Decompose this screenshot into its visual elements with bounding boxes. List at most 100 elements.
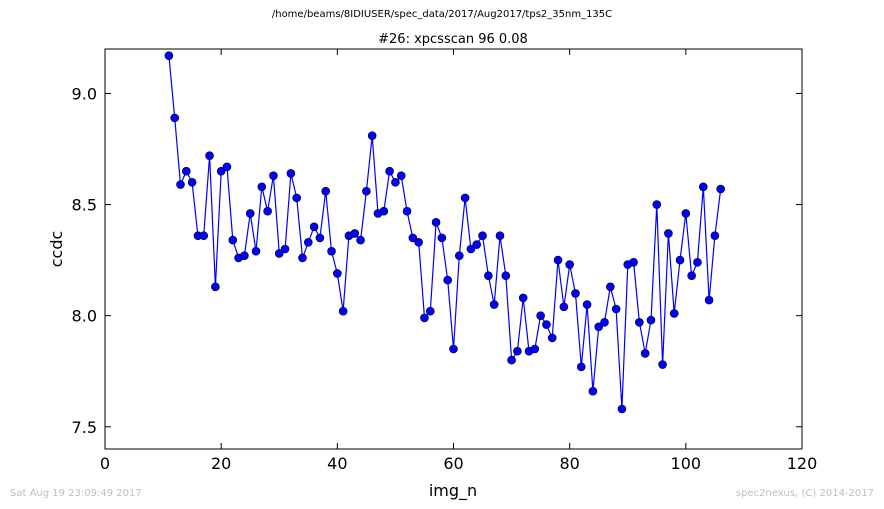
data-point bbox=[211, 282, 220, 292]
data-point bbox=[385, 166, 394, 176]
x-tick-label: 100 bbox=[671, 454, 702, 473]
figure-suptitle: /home/beams/8IDIUSER/spec_data/2017/Aug2… bbox=[271, 9, 613, 20]
data-point bbox=[455, 251, 464, 260]
data-point bbox=[187, 178, 197, 187]
data-point bbox=[425, 306, 435, 316]
data-point bbox=[576, 362, 586, 372]
x-axis-label: img_n bbox=[429, 481, 477, 501]
data-point bbox=[303, 238, 313, 247]
data-point bbox=[170, 113, 179, 123]
series-line bbox=[168, 55, 722, 410]
data-point bbox=[228, 235, 238, 245]
data-point bbox=[553, 255, 563, 265]
data-point bbox=[298, 253, 307, 263]
data-point bbox=[565, 260, 574, 269]
data-point bbox=[675, 255, 685, 265]
data-point bbox=[245, 209, 255, 218]
data-point bbox=[710, 231, 720, 240]
data-point bbox=[396, 171, 406, 180]
data-point bbox=[658, 360, 667, 369]
data-point bbox=[437, 233, 447, 243]
data-series bbox=[164, 51, 725, 414]
data-point bbox=[704, 295, 714, 305]
data-point bbox=[164, 51, 174, 60]
x-tick-label: 60 bbox=[443, 454, 463, 473]
data-point bbox=[507, 355, 516, 365]
footer-credit: spec2nexus, (C) 2014-2017 bbox=[735, 488, 874, 499]
data-point bbox=[367, 131, 377, 140]
data-point bbox=[182, 166, 191, 176]
data-point bbox=[362, 186, 371, 196]
data-point bbox=[420, 313, 429, 323]
data-point bbox=[356, 235, 365, 245]
x-tick-label: 40 bbox=[327, 454, 347, 473]
plot-area-frame bbox=[104, 48, 803, 450]
data-point bbox=[594, 322, 604, 332]
data-point bbox=[414, 238, 423, 247]
data-point bbox=[518, 293, 528, 303]
data-point bbox=[698, 182, 708, 192]
data-point bbox=[350, 229, 360, 238]
data-point bbox=[646, 315, 656, 325]
data-point bbox=[559, 302, 569, 312]
data-point bbox=[681, 209, 691, 218]
data-point bbox=[274, 249, 284, 258]
data-point bbox=[611, 304, 621, 314]
data-point bbox=[449, 344, 458, 354]
data-point bbox=[408, 233, 418, 243]
data-point bbox=[286, 169, 296, 178]
data-point bbox=[571, 289, 580, 298]
data-point bbox=[716, 184, 725, 194]
data-point bbox=[431, 218, 441, 227]
data-point bbox=[205, 151, 214, 160]
y-axis-label: ccdc bbox=[47, 231, 66, 268]
data-point bbox=[478, 231, 487, 240]
data-point bbox=[240, 251, 249, 260]
data-point bbox=[333, 269, 342, 278]
data-point bbox=[321, 186, 331, 196]
data-point bbox=[263, 206, 272, 216]
data-point bbox=[687, 271, 696, 280]
data-point bbox=[472, 240, 482, 249]
data-point bbox=[530, 344, 540, 354]
data-point bbox=[176, 180, 185, 189]
data-point bbox=[484, 271, 493, 280]
chart-title: #26: xpcsscan 96 0.08 bbox=[378, 32, 528, 47]
data-point bbox=[466, 244, 476, 254]
axis-ticks: 0 20 40 60 80 100 120 7.5 8.0 8.5 9.0 bbox=[72, 49, 818, 473]
y-tick-label: 9.0 bbox=[72, 84, 97, 103]
data-point bbox=[460, 193, 470, 203]
data-point bbox=[391, 178, 400, 187]
data-point bbox=[402, 206, 412, 216]
x-tick-label: 20 bbox=[211, 454, 231, 473]
data-point bbox=[489, 300, 499, 309]
data-point bbox=[629, 258, 638, 267]
data-point bbox=[664, 229, 673, 238]
data-point bbox=[269, 171, 278, 180]
data-point bbox=[495, 231, 505, 240]
y-tick-label: 8.5 bbox=[72, 196, 97, 215]
data-point bbox=[640, 349, 650, 358]
data-point bbox=[292, 193, 301, 203]
data-point bbox=[582, 300, 592, 309]
data-point bbox=[251, 246, 261, 256]
data-point bbox=[443, 275, 452, 285]
data-point bbox=[588, 386, 598, 396]
data-point bbox=[327, 246, 336, 256]
data-point bbox=[199, 231, 209, 240]
footer-timestamp: Sat Aug 19 23:09:49 2017 bbox=[10, 488, 142, 499]
data-point bbox=[617, 404, 627, 414]
data-point bbox=[635, 318, 644, 327]
data-point bbox=[513, 346, 522, 356]
data-point bbox=[669, 309, 679, 318]
data-point bbox=[379, 206, 389, 216]
data-point bbox=[216, 166, 226, 176]
data-point bbox=[547, 333, 557, 343]
data-point bbox=[280, 244, 290, 254]
data-point bbox=[338, 306, 348, 316]
data-point bbox=[542, 320, 551, 329]
data-point bbox=[600, 318, 609, 327]
x-tick-label: 120 bbox=[787, 454, 818, 473]
data-point bbox=[652, 200, 662, 209]
